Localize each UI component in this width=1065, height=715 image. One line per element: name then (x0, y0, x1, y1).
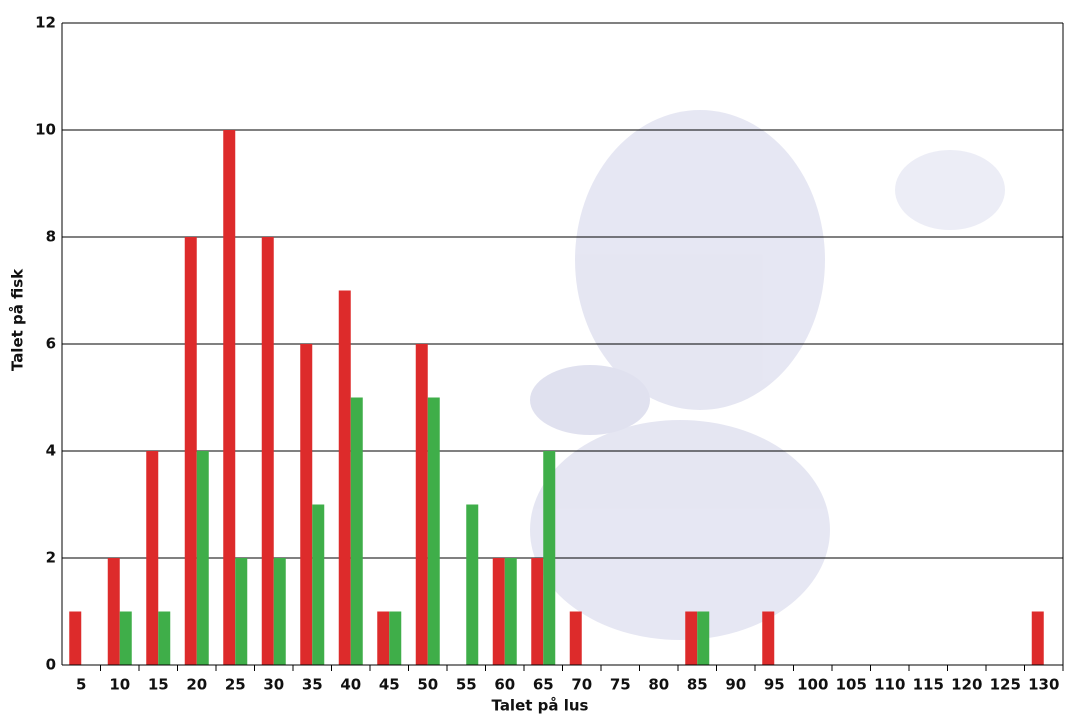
bar (158, 611, 171, 665)
x-tick-label: 120 (951, 676, 982, 694)
x-tick-label: 45 (379, 676, 400, 694)
bar (762, 611, 775, 665)
y-tick-label: 10 (35, 121, 56, 139)
bar (312, 504, 325, 665)
x-tick-label: 95 (764, 676, 785, 694)
bar (415, 344, 428, 665)
bar (492, 558, 505, 665)
bar (685, 611, 698, 665)
bar (697, 611, 710, 665)
x-tick-label: 50 (417, 676, 438, 694)
bar (184, 237, 197, 665)
x-tick-label: 85 (687, 676, 708, 694)
x-tick-label: 110 (874, 676, 905, 694)
bar (223, 130, 236, 665)
x-tick-label: 10 (109, 676, 130, 694)
bar (300, 344, 313, 665)
x-tick-label: 40 (340, 676, 361, 694)
x-tick-label: 115 (913, 676, 944, 694)
x-tick-label: 125 (990, 676, 1021, 694)
bar (235, 558, 248, 665)
bar (69, 611, 82, 665)
bar (504, 558, 517, 665)
bar (146, 451, 159, 665)
bar (389, 611, 402, 665)
y-tick-label: 2 (46, 549, 56, 567)
bar (466, 504, 479, 665)
x-tick-label: 105 (836, 676, 867, 694)
bar (119, 611, 132, 665)
bar (261, 237, 274, 665)
bar (196, 451, 209, 665)
y-tick-label: 6 (46, 335, 56, 353)
y-tick-label: 12 (35, 14, 56, 32)
y-tick-label: 0 (46, 656, 56, 674)
x-tick-label: 65 (533, 676, 554, 694)
bar (338, 290, 351, 665)
bar (107, 558, 120, 665)
bar (569, 611, 582, 665)
bar (377, 611, 390, 665)
x-tick-label: 60 (494, 676, 515, 694)
x-tick-label: 100 (797, 676, 828, 694)
y-tick-label: 8 (46, 228, 56, 246)
bar (273, 558, 286, 665)
bar (531, 558, 544, 665)
x-tick-label: 30 (263, 676, 284, 694)
x-tick-label: 35 (302, 676, 323, 694)
bar (1031, 611, 1044, 665)
x-tick-label: 20 (186, 676, 207, 694)
x-tick-label: 90 (725, 676, 746, 694)
y-axis-label: Talet på fisk (9, 268, 27, 371)
x-tick-label: 130 (1028, 676, 1059, 694)
x-tick-label: 5 (76, 676, 86, 694)
x-tick-label: 15 (148, 676, 169, 694)
x-tick-label: 80 (648, 676, 669, 694)
x-tick-label: 25 (225, 676, 246, 694)
background-illustration (530, 110, 1005, 640)
y-tick-label: 4 (46, 442, 56, 460)
bar (543, 451, 556, 665)
x-tick-label: 70 (571, 676, 592, 694)
x-axis-label: Talet på lus (492, 697, 589, 715)
bar (427, 397, 440, 665)
x-tick-label: 75 (610, 676, 631, 694)
x-tick-label: 55 (456, 676, 477, 694)
bar (350, 397, 363, 665)
